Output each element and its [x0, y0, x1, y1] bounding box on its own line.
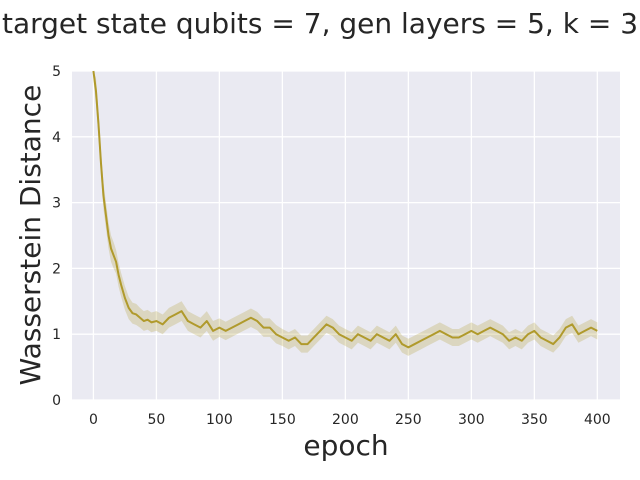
y-tick-label: 3 [52, 196, 61, 212]
y-axis-label: Wasserstein Distance [14, 85, 47, 386]
y-tick-label: 1 [52, 327, 61, 343]
x-tick-label: 100 [206, 412, 233, 428]
y-tick-label: 5 [52, 64, 61, 80]
y-tick-label: 4 [52, 130, 61, 146]
x-tick-label: 0 [89, 412, 98, 428]
chart-title: target state qubits = 7, gen layers = 5,… [2, 7, 638, 40]
x-tick-label: 50 [147, 412, 165, 428]
y-tick-label: 0 [52, 393, 61, 409]
x-tick-labels: 0 50 100 150 200 250 300 350 400 [89, 412, 611, 428]
series-confidence-band [93, 71, 598, 356]
x-tick-label: 200 [332, 412, 359, 428]
x-tick-label: 300 [458, 412, 485, 428]
x-tick-label: 250 [395, 412, 422, 428]
x-tick-label: 400 [584, 412, 611, 428]
y-tick-label: 2 [52, 261, 61, 277]
series-line [92, 70, 598, 349]
x-gridlines [92, 71, 598, 400]
x-tick-label: 150 [269, 412, 296, 428]
y-tick-labels: 0 1 2 3 4 5 [52, 64, 61, 409]
x-tick-label: 350 [521, 412, 548, 428]
x-axis-label: epoch [303, 429, 388, 462]
